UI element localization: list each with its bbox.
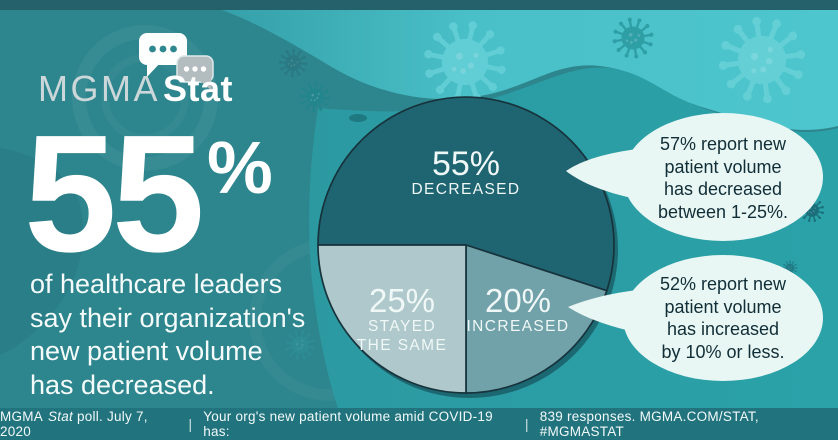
pie-label-increased-name: INCREASED <box>466 318 570 335</box>
callout-bubble-1-text: 57% report new patient volume has decrea… <box>657 134 789 222</box>
pie-label-decreased-pct: 55% <box>431 145 501 183</box>
left-dark-wave <box>0 148 83 355</box>
footer-brand-italic: Stat <box>48 409 74 424</box>
footer-question: Your org's new patient volume amid COVID… <box>203 409 493 439</box>
pie-label-decreased-name: DECREASED <box>411 181 521 198</box>
footer-separator: | <box>525 416 529 432</box>
headline-stat-value: 55 <box>24 101 205 287</box>
pie-label-stayed-pct: 25% <box>368 282 436 319</box>
virus-decorations <box>272 11 828 365</box>
footer-bar: MGMA Stat poll. July 7, 2020 | Your org's … <box>0 408 838 440</box>
footer-brand: MGMA Stat poll. July 7, 2020 <box>0 409 177 439</box>
logo-speech-bubbles-icon <box>139 33 214 91</box>
callout-bubble-2-shape <box>568 255 823 381</box>
logo-brand-text: MGMA <box>38 68 160 109</box>
footer-poll-info: poll. July 7, 2020 <box>0 409 148 439</box>
footer-brand-name: MGMA <box>0 409 43 424</box>
callout-bubble-1-shape <box>566 113 823 241</box>
pie-slice-decreased <box>317 96 615 292</box>
pie-label-stayed-name: STAYED THE SAME <box>356 318 448 354</box>
headline-stat-unit: % <box>207 126 273 209</box>
light-cyan-band <box>222 10 838 130</box>
pie-slice-stayed-the-same <box>317 244 467 394</box>
pie-label-increased-pct: 20% <box>484 282 552 319</box>
headline-description: of healthcare leaders say their organiza… <box>30 269 306 400</box>
logo-product-text: Stat <box>163 68 234 109</box>
decor-dot <box>349 114 367 122</box>
top-bar <box>0 0 838 10</box>
pie-chart <box>317 96 618 398</box>
logo: MGMA Stat <box>38 68 233 110</box>
footer-responses: 839 responses. MGMA.COM/STAT, #MGMASTAT <box>539 409 759 439</box>
footer-separator: | <box>188 416 193 432</box>
callout-bubble-2-text: 52% report new patient volume has increa… <box>659 274 787 362</box>
